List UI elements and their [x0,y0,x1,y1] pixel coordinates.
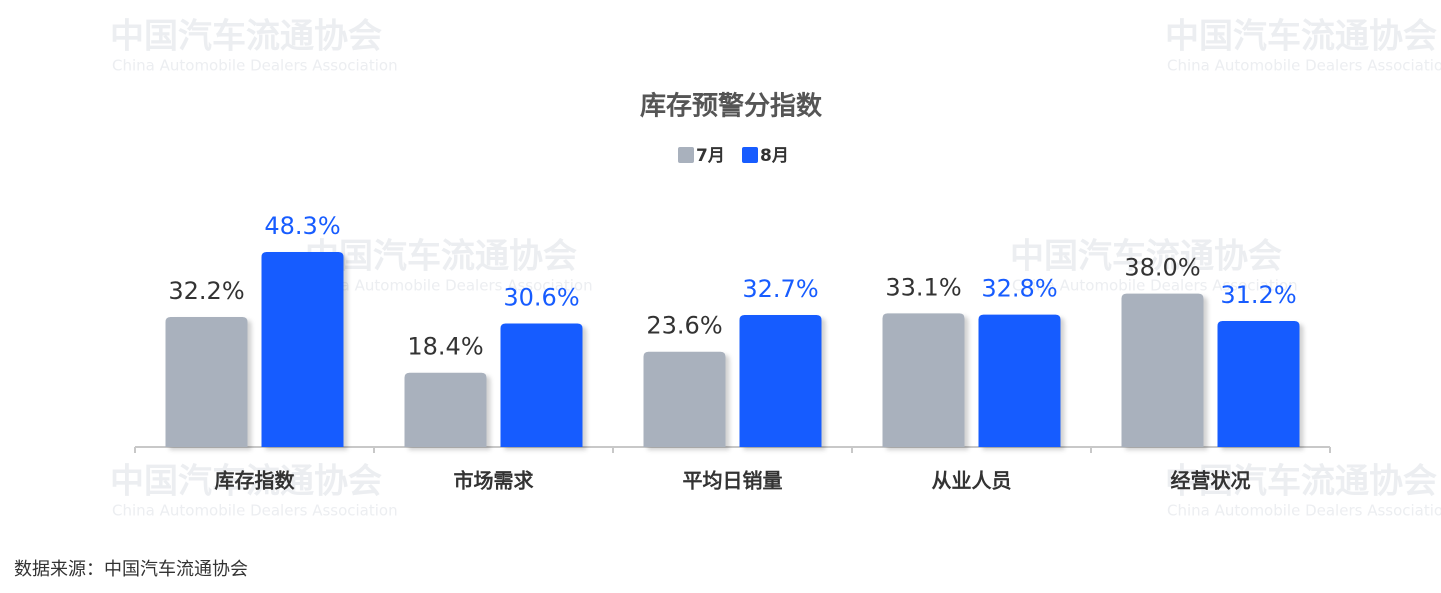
watermark-name: 中国汽车流通协会 [1165,17,1437,57]
bar [404,372,487,447]
x-tick-label: 平均日销量 [683,469,783,493]
data-label: 32.8% [981,275,1057,303]
watermark-english: China Automobile Dealers Association [1012,277,1298,295]
watermark-name: 中国汽车流通协会 [110,462,382,502]
data-label: 23.6% [646,312,722,340]
data-label: 31.2% [1220,281,1296,309]
source-note: 数据来源：中国汽车流通协会 [14,559,248,580]
legend-swatch [678,147,694,163]
x-tick-label: 库存指数 [215,469,296,493]
data-label: 18.4% [407,333,483,361]
x-tick-label: 经营状况 [1171,469,1251,493]
x-tick-label: 市场需求 [454,469,535,493]
x-tick-label: 从业人员 [932,469,1012,493]
watermark-english: China Automobile Dealers Association [112,57,398,75]
watermark-name: 中国汽车流通协会 [110,17,382,57]
bar [1121,293,1204,447]
bar [882,313,965,447]
bar [739,314,822,447]
data-label: 48.3% [264,212,340,240]
data-label: 38.0% [1124,254,1200,282]
watermark-name: 中国汽车流通协会 [1165,462,1437,502]
data-label: 33.1% [885,273,961,301]
legend-swatch [742,147,758,163]
bar [1217,321,1300,447]
watermark-name: 中国汽车流通协会 [1010,237,1282,277]
bar [261,252,344,447]
legend-label: 7月 [696,146,725,166]
watermark-english: China Automobile Dealers Association [1167,502,1441,520]
watermark-english: China Automobile Dealers Association [307,277,593,295]
bar [500,323,583,447]
bar [643,351,726,447]
watermark-name: 中国汽车流通协会 [305,237,577,277]
bar [978,314,1061,447]
data-label: 30.6% [503,283,579,311]
watermark-english: China Automobile Dealers Association [112,502,398,520]
legend: 7月 8月 [678,146,789,166]
chart-title: 库存预警分指数 [640,91,823,122]
watermark-english: China Automobile Dealers Association [1167,57,1441,75]
legend-label: 8月 [760,146,789,166]
data-label: 32.7% [742,275,818,303]
data-label: 32.2% [168,277,244,305]
bar [165,317,248,447]
